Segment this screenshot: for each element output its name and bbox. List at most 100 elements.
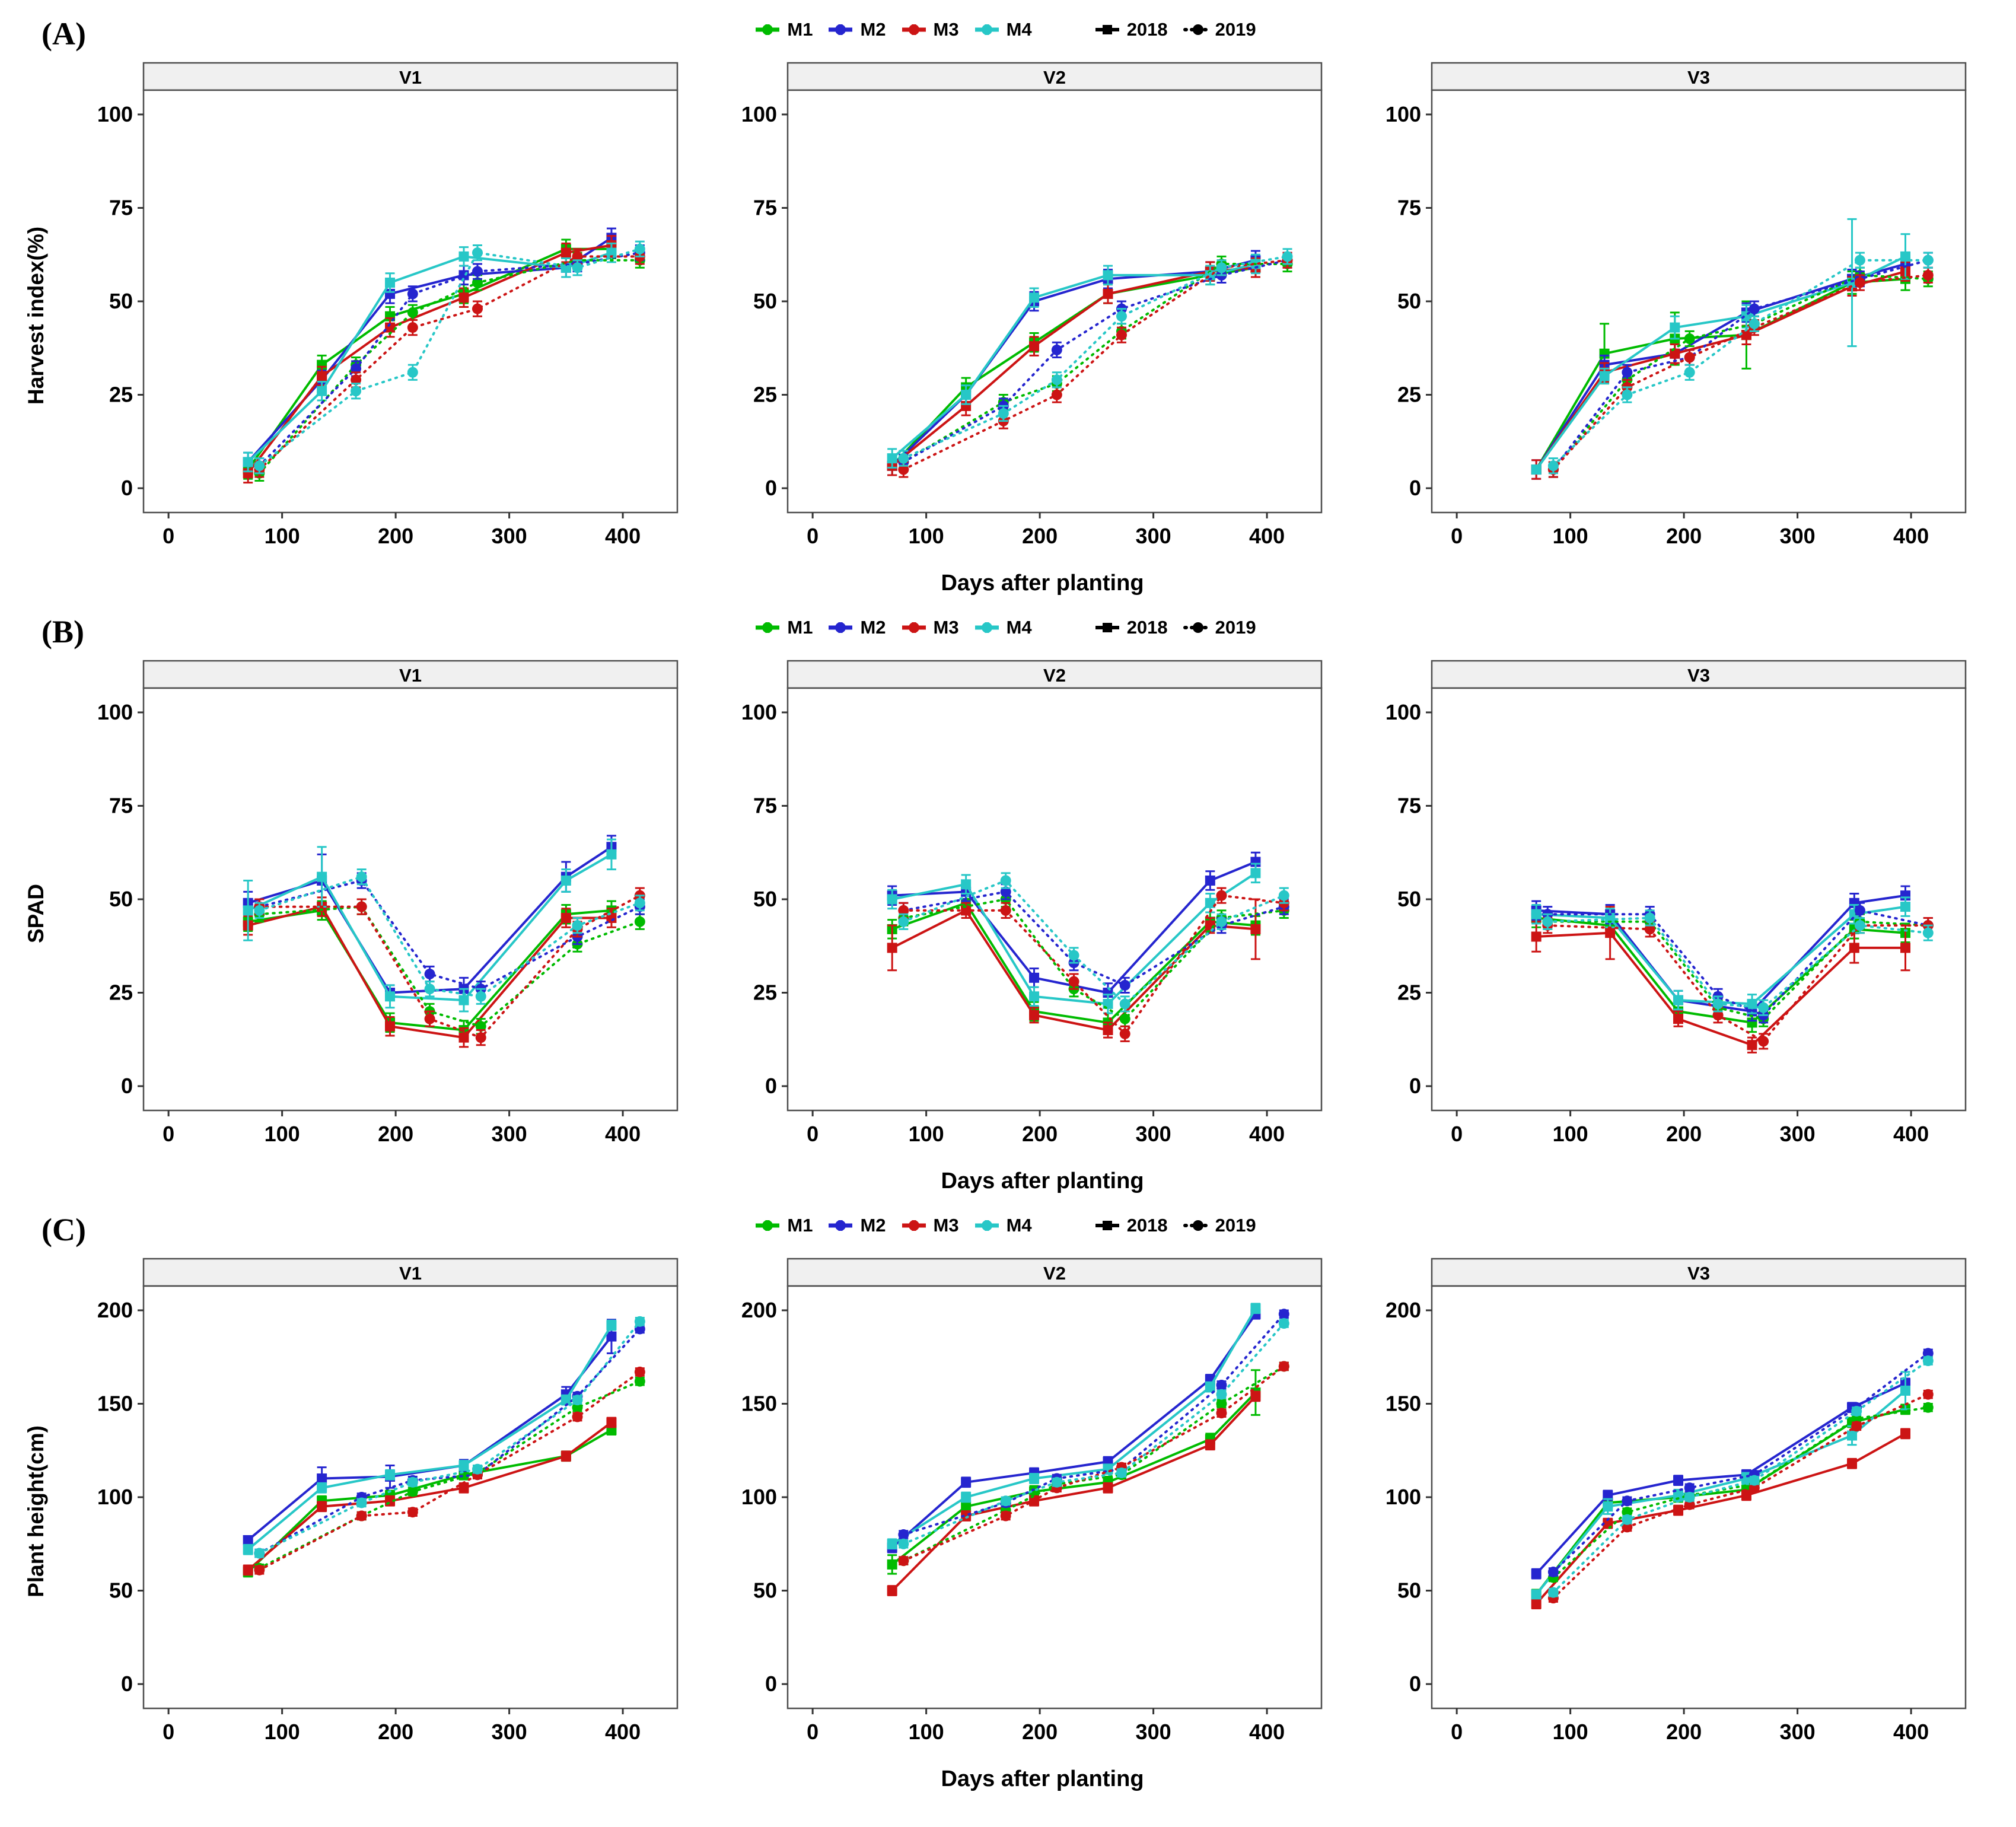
data-point-square — [1900, 943, 1911, 953]
legend-item-2019: 2019 — [1182, 617, 1256, 638]
data-point-circle — [1922, 1348, 1934, 1359]
plot-frame — [142, 687, 679, 1112]
data-point-circle — [898, 453, 909, 464]
data-point-square — [1250, 868, 1261, 879]
legend-item-m2: M2 — [827, 617, 886, 638]
x-tick-label: 0 — [1451, 1720, 1463, 1744]
legend-item-m1: M1 — [754, 617, 813, 638]
y-tick-label: 25 — [1397, 383, 1421, 407]
data-point-square — [1847, 1430, 1858, 1441]
series-line — [258, 252, 641, 467]
series-M4-2019 — [898, 872, 1289, 1013]
legend-item-m2: M2 — [827, 1215, 886, 1236]
plot-frame — [1431, 1285, 1967, 1710]
year-2019-marker-icon — [1183, 622, 1209, 633]
facet-title: V2 — [1043, 665, 1066, 686]
facet-header — [786, 62, 1323, 91]
data-point-circle — [407, 1507, 418, 1518]
series-line — [891, 1313, 1257, 1549]
legend: M1 M2 M3 M4 2018 2019 — [754, 19, 1256, 40]
data-point-square — [606, 849, 617, 860]
x-tick-label: 200 — [1666, 1122, 1702, 1146]
data-point-circle — [1278, 890, 1289, 901]
series-line — [902, 1313, 1285, 1536]
legend-label-2018: 2018 — [1126, 19, 1168, 40]
data-point-square — [1531, 931, 1542, 942]
y-tick-label: 200 — [1386, 1298, 1421, 1322]
x-tick-label: 300 — [1780, 1122, 1816, 1146]
data-point-square — [887, 1539, 897, 1549]
year-2018-marker-icon — [1095, 1221, 1119, 1230]
y-tick-label: 50 — [753, 289, 777, 313]
x-tick-label: 200 — [378, 524, 413, 548]
y-tick-label: 0 — [765, 1074, 777, 1098]
data-point-circle — [1922, 269, 1934, 281]
data-point-circle — [1119, 1013, 1130, 1024]
facet-title: V1 — [399, 67, 422, 88]
y-tick-label: 100 — [741, 1485, 777, 1509]
series-line — [902, 879, 1285, 1006]
data-point-circle — [1542, 916, 1553, 927]
legend-label-2019: 2019 — [1215, 1215, 1256, 1236]
data-point-circle — [1851, 1406, 1862, 1417]
series-line — [902, 1322, 1285, 1545]
x-tick-label: 0 — [807, 524, 818, 548]
data-point-square — [243, 457, 253, 467]
legend-label-2018: 2018 — [1126, 1215, 1168, 1236]
series-line — [258, 879, 641, 991]
data-point-circle — [1216, 1389, 1227, 1400]
data-point-circle — [1622, 1522, 1633, 1533]
series-line — [902, 255, 1289, 460]
series-line — [1535, 1433, 1906, 1605]
m2-marker-icon — [829, 622, 853, 633]
panel-b: (B) M1 M2 M3 M4 2018 2019 SPAD V1 0 25 50 75… — [0, 598, 2016, 1196]
series-M4-2018 — [243, 242, 617, 473]
series-line — [1552, 1393, 1929, 1600]
data-point-circle — [1051, 1476, 1062, 1488]
series-M3-2018 — [887, 1390, 1261, 1596]
y-tick-label: 75 — [109, 793, 133, 817]
legend-label-m1: M1 — [787, 19, 813, 40]
panel-b-label: (B) — [42, 614, 84, 650]
x-tick-label: 0 — [163, 1122, 174, 1146]
data-point-circle — [472, 1463, 483, 1475]
y-tick-label: 0 — [121, 1074, 133, 1098]
data-point-circle — [572, 1402, 583, 1413]
x-tick-label: 300 — [1780, 1720, 1816, 1744]
data-point-square — [458, 1482, 469, 1493]
series-M4-2019 — [898, 1318, 1289, 1549]
legend-item-m1: M1 — [754, 1215, 813, 1236]
x-tick-label: 100 — [265, 1720, 300, 1744]
panel-a-label: (A) — [42, 16, 86, 52]
facet-header — [786, 1258, 1323, 1287]
series-M4-2019 — [1547, 252, 1934, 475]
x-tick-label: 400 — [1893, 1122, 1929, 1146]
y-tick-label: 75 — [109, 195, 133, 219]
x-tick-label: 0 — [163, 1720, 174, 1744]
data-point-square — [243, 1535, 253, 1545]
data-point-circle — [424, 983, 435, 995]
panel-c-facets: V1 0 50 100 150 200 0 100 200 300 400 V2 0 50 100 150 2… — [55, 1256, 1973, 1766]
data-point-circle — [572, 1395, 583, 1406]
data-point-circle — [1851, 1413, 1862, 1424]
y-tick-label: 50 — [753, 887, 777, 911]
data-point-square — [1029, 972, 1040, 983]
data-point-circle — [1000, 875, 1011, 886]
m2-marker-icon — [829, 24, 853, 35]
data-point-square — [887, 1586, 897, 1596]
panel-b-header: (B) M1 M2 M3 M4 2018 2019 — [18, 604, 2016, 658]
data-point-square — [317, 1482, 327, 1493]
facet-chart-b-v2: V2 0 25 50 75 100 0 100 200 300 400 — [741, 660, 1323, 1146]
facet-header — [786, 660, 1323, 689]
y-tick-label: 75 — [1397, 793, 1421, 817]
data-point-square — [1900, 251, 1911, 262]
series-line — [247, 1325, 613, 1551]
data-point-circle — [1684, 367, 1695, 378]
data-point-square — [1250, 924, 1261, 934]
series-line — [258, 259, 641, 475]
m4-marker-icon — [974, 24, 999, 35]
y-tick-label: 50 — [1397, 289, 1421, 313]
legend-item-2019: 2019 — [1182, 19, 1256, 40]
x-tick-label: 300 — [1136, 1122, 1171, 1146]
series-line — [247, 853, 612, 1002]
